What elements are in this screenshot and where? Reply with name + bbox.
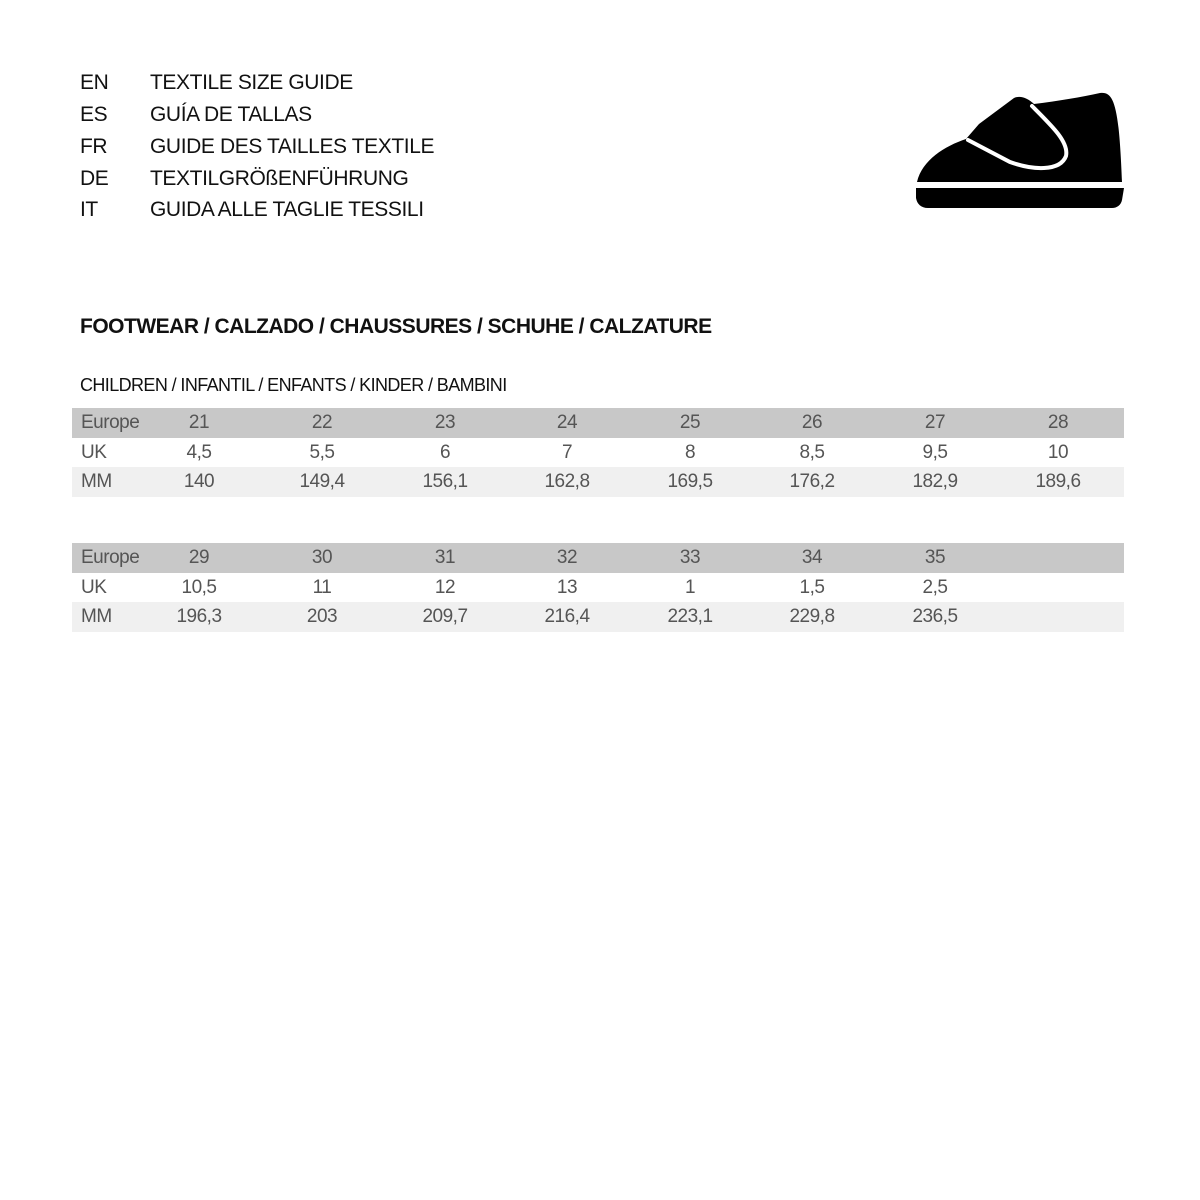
table-cell: 149,4 (299, 471, 345, 492)
table-cell: 31 (434, 547, 456, 568)
table-row: MM 196,3 203 209,7 216,4 223,1 229,8 236,5 (72, 602, 1124, 632)
table-cell: 35 (924, 547, 946, 568)
table-cell: 32 (556, 547, 578, 568)
subsection-title: CHILDREN / INFANTIL / ENFANTS / KINDER /… (80, 375, 507, 395)
table-cell: 156,1 (422, 471, 468, 492)
table-cell: 216,4 (544, 606, 590, 627)
row-label: MM (81, 606, 112, 627)
table-cell: 21 (188, 412, 210, 433)
table-cell: 9,5 (922, 441, 948, 463)
row-label: MM (81, 471, 112, 492)
row-label: UK (81, 576, 107, 598)
language-code: EN (80, 71, 109, 94)
table-row: UK 10,5 11 12 13 1 1,5 2,5 (72, 573, 1124, 603)
table-row: UK 4,5 5,5 6 7 8 8,5 9,5 10 (72, 438, 1124, 468)
table-cell: 25 (679, 412, 701, 433)
table-row: Europe 21 22 23 24 25 26 27 28 (72, 408, 1124, 438)
table-cell: 2,5 (922, 576, 948, 598)
language-title: TEXTILGRÖßENFÜHRUNG (150, 167, 409, 190)
table-cell: 209,7 (422, 606, 468, 627)
table-cell: 236,5 (912, 606, 958, 627)
table-cell: 169,5 (667, 471, 713, 492)
row-label: Europe (81, 547, 140, 568)
children-shoe-icon (916, 92, 1124, 208)
table-cell: 203 (306, 606, 338, 627)
table-cell: 162,8 (544, 471, 590, 492)
table-cell: 13 (556, 576, 578, 598)
table-cell: 229,8 (789, 606, 835, 627)
table-cell: 8,5 (799, 441, 825, 463)
table-cell: 7 (561, 441, 573, 463)
table-cell: 4,5 (186, 441, 212, 463)
section-title: FOOTWEAR / CALZADO / CHAUSSURES / SCHUHE… (80, 315, 712, 338)
language-title: GUIDE DES TAILLES TEXTILE (150, 135, 435, 158)
language-code: FR (80, 135, 108, 158)
table-cell: 189,6 (1035, 471, 1081, 492)
table-cell: 23 (434, 412, 456, 433)
row-label: Europe (81, 412, 140, 433)
table-cell: 1 (684, 576, 696, 598)
table-cell: 28 (1047, 412, 1069, 433)
language-title: TEXTILE SIZE GUIDE (150, 71, 353, 94)
table-cell: 11 (312, 576, 332, 598)
language-title: GUIDA ALLE TAGLIE TESSILI (150, 198, 424, 221)
table-cell: 6 (439, 441, 451, 463)
table-cell: 22 (311, 412, 333, 433)
table-cell: 27 (924, 412, 946, 433)
table-cell: 10 (1047, 441, 1069, 463)
table-row: MM 140 149,4 156,1 162,8 169,5 176,2 182,9 189,6 (72, 467, 1124, 497)
table-cell: 24 (556, 412, 578, 433)
table-cell: 33 (679, 547, 701, 568)
language-code: ES (80, 103, 108, 126)
size-table: Europe 29 30 31 32 33 34 35 UK 10,5 11 12 13 1 1,5 2,5 M… (72, 543, 1124, 632)
table-cell: 12 (434, 576, 456, 598)
size-table: Europe 21 22 23 24 25 26 27 28 UK 4,5 5,5 6 7 8 8,5 9,5 1… (72, 408, 1124, 497)
table-cell: 10,5 (181, 576, 217, 598)
table-cell: 30 (311, 547, 333, 568)
language-code: DE (80, 167, 109, 190)
row-label: UK (81, 441, 107, 463)
table-cell: 176,2 (789, 471, 835, 492)
table-cell: 34 (801, 547, 823, 568)
table-cell: 223,1 (667, 606, 713, 627)
table-cell: 29 (188, 547, 210, 568)
table-cell: 26 (801, 412, 823, 433)
language-code: IT (80, 198, 98, 221)
table-cell: 196,3 (176, 606, 222, 627)
table-row: Europe 29 30 31 32 33 34 35 (72, 543, 1124, 573)
table-cell: 1,5 (799, 576, 825, 598)
table-cell: 140 (183, 471, 215, 492)
table-cell: 8 (684, 441, 696, 463)
table-cell: 182,9 (912, 471, 958, 492)
language-title: GUÍA DE TALLAS (150, 103, 312, 126)
table-cell: 5,5 (309, 441, 335, 463)
